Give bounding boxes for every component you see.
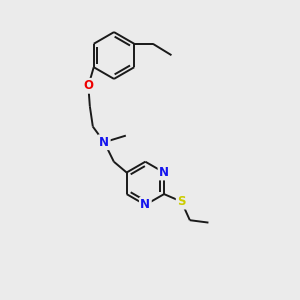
Text: N: N (159, 166, 169, 179)
Text: S: S (177, 195, 186, 208)
Text: O: O (83, 79, 93, 92)
Text: N: N (99, 136, 109, 149)
Text: N: N (140, 198, 150, 212)
